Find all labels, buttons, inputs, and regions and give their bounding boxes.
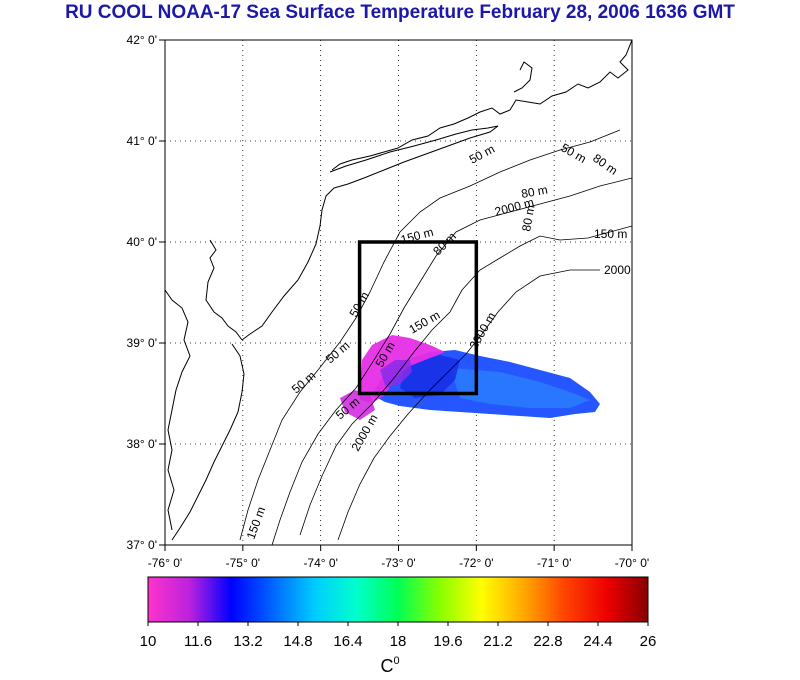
colorbar-tick-label: 26: [640, 633, 657, 650]
contour-label: 80 m: [520, 183, 549, 201]
colorbar-tick-label: 24.4: [583, 633, 612, 650]
colorbar-ticks: 10 11.6 13.2 14.8 16.4 18 19.6 21.2 22.8 24.4 26: [140, 622, 657, 650]
longitude-labels: -76° 0' -75° 0' -74° 0' -73° 0' -72° 0' -71° …: [148, 556, 649, 570]
sst-dark-blue-core: [400, 355, 460, 398]
coastline: [165, 40, 632, 541]
lon-tick-label: -72° 0': [459, 556, 493, 570]
lat-tick-label: 38° 0': [127, 437, 157, 451]
lat-tick-label: 39° 0': [127, 336, 157, 350]
lon-tick-label: -75° 0': [226, 556, 260, 570]
colorbar-tick-label: 14.8: [283, 633, 312, 650]
sst-magenta-south: [340, 390, 375, 420]
sst-data: [340, 335, 600, 420]
study-area-box: [357, 240, 479, 396]
coastline-long-island: [329, 125, 499, 189]
contour-label: 80 m: [519, 204, 537, 233]
coastline-delmarva: [171, 343, 245, 541]
lat-tick-label: 40° 0': [127, 235, 157, 249]
contour-150m: [299, 225, 632, 536]
colorbar: [147, 576, 649, 623]
lat-tick-label: 37° 0': [127, 538, 157, 552]
colorbar-tick-label: 16.4: [333, 633, 362, 650]
coastline-chesapeake: [165, 289, 191, 531]
coastline-new-jersey: [241, 187, 335, 341]
lon-tick-label: -71° 0': [537, 556, 571, 570]
contour-80m: [271, 177, 632, 545]
lon-tick-label: -73° 0': [381, 556, 415, 570]
lat-tick-label: 42° 0': [127, 33, 157, 47]
lat-tick-label: 41° 0': [127, 134, 157, 148]
contour-2000m: [337, 269, 600, 541]
coastline-delaware-bay: [205, 239, 243, 341]
colorbar-tick-label: 19.6: [433, 633, 462, 650]
figure-title: RU COOL NOAA-17 Sea Surface Temperature …: [65, 2, 735, 23]
colorbar-unit: C0: [380, 655, 399, 676]
colorbar-tick-label: 11.6: [184, 633, 212, 650]
sst-blue-fringe: [450, 368, 590, 408]
contour-label: 150 m: [594, 227, 627, 241]
colorbar-tick-label: 10: [140, 633, 157, 650]
bathymetry-contours: [239, 129, 632, 545]
graticule: [159, 39, 633, 551]
colorbar-tick-label: 13.2: [233, 633, 262, 650]
coastline-cape-cod: [513, 61, 533, 93]
latitude-labels: 42° 0' 41° 0' 40° 0' 39° 0' 38° 0' 37° 0': [127, 33, 157, 552]
lon-tick-label: -76° 0': [148, 556, 182, 570]
contour-50m: [239, 129, 621, 541]
coastline-new-england: [331, 40, 632, 171]
colorbar-tick-label: 21.2: [483, 633, 512, 650]
sst-purple-blend: [380, 360, 412, 388]
colorbar-tick-label: 18: [390, 633, 407, 650]
colorbar-tick-label: 22.8: [533, 633, 562, 650]
lon-tick-label: -74° 0': [303, 556, 337, 570]
contour-label: 2000: [604, 263, 631, 277]
lon-tick-label: -70° 0': [615, 556, 649, 570]
